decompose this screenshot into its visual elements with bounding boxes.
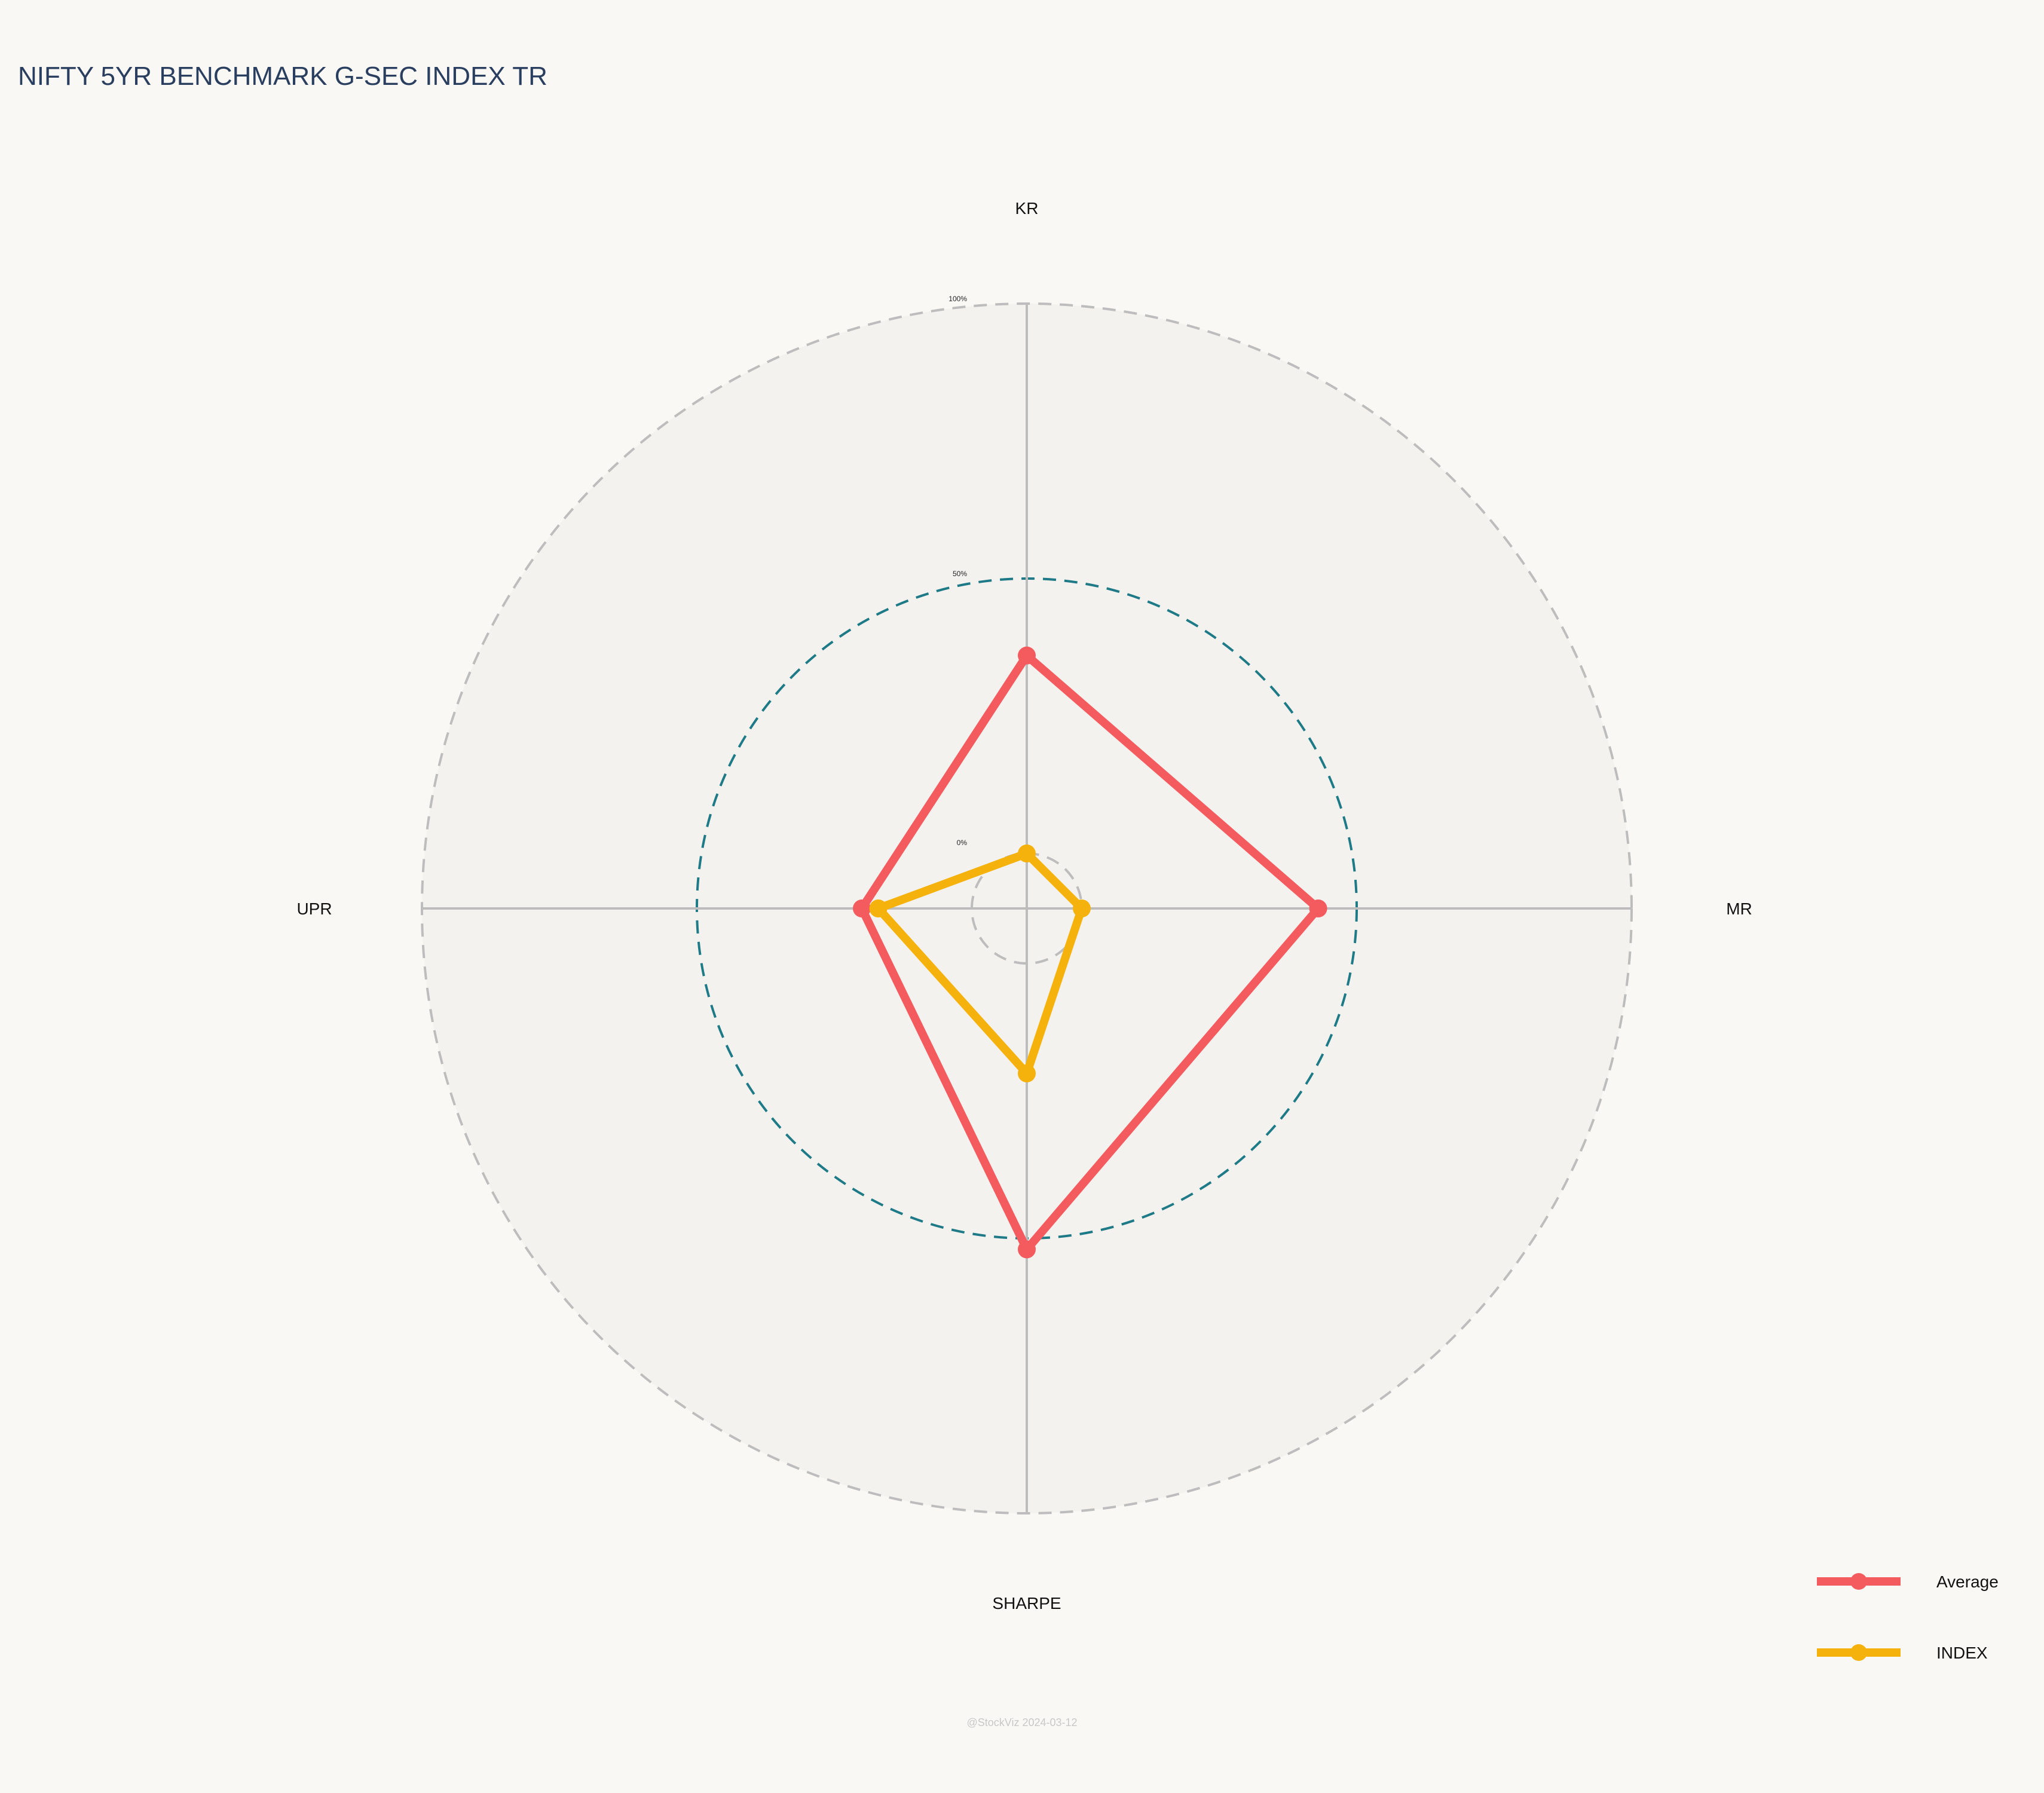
axis-label-kr: KR xyxy=(1015,199,1039,218)
tick-label-0: 0% xyxy=(957,839,968,847)
data-point-index-kr[interactable] xyxy=(1018,845,1036,862)
data-point-average-mr[interactable] xyxy=(1309,899,1327,917)
tick-label-100: 100% xyxy=(948,295,967,303)
data-point-index-upr[interactable] xyxy=(869,899,888,917)
data-point-index-mr[interactable] xyxy=(1073,899,1091,917)
watermark: @StockViz 2024-03-12 xyxy=(966,1716,1077,1728)
data-point-average-upr[interactable] xyxy=(853,899,871,917)
axis-label-upr: UPR xyxy=(296,899,332,918)
legend-item-index[interactable]: INDEX xyxy=(1817,1644,1988,1662)
chart-title: NIFTY 5YR BENCHMARK G-SEC INDEX TR xyxy=(18,62,547,91)
axis-label-sharpe: SHARPE xyxy=(992,1594,1061,1613)
tick-label-50: 50% xyxy=(953,570,967,578)
axis-labels: KR MR SHARPE UPR xyxy=(296,199,1752,1613)
legend-item-average[interactable]: Average xyxy=(1817,1572,1999,1591)
legend-marker-average xyxy=(1850,1573,1867,1590)
legend-label-index: INDEX xyxy=(1936,1644,1988,1662)
legend-label-average: Average xyxy=(1936,1572,1999,1591)
legend: Average INDEX xyxy=(1817,1572,1999,1662)
axis-label-mr: MR xyxy=(1726,899,1752,918)
data-point-average-kr[interactable] xyxy=(1018,646,1036,665)
radial-tick-labels: 0% 50% 100% xyxy=(948,295,967,847)
legend-marker-index xyxy=(1850,1644,1867,1661)
data-series xyxy=(853,646,1327,1259)
data-point-index-sharpe[interactable] xyxy=(1018,1064,1036,1082)
data-point-average-sharpe[interactable] xyxy=(1018,1240,1036,1259)
